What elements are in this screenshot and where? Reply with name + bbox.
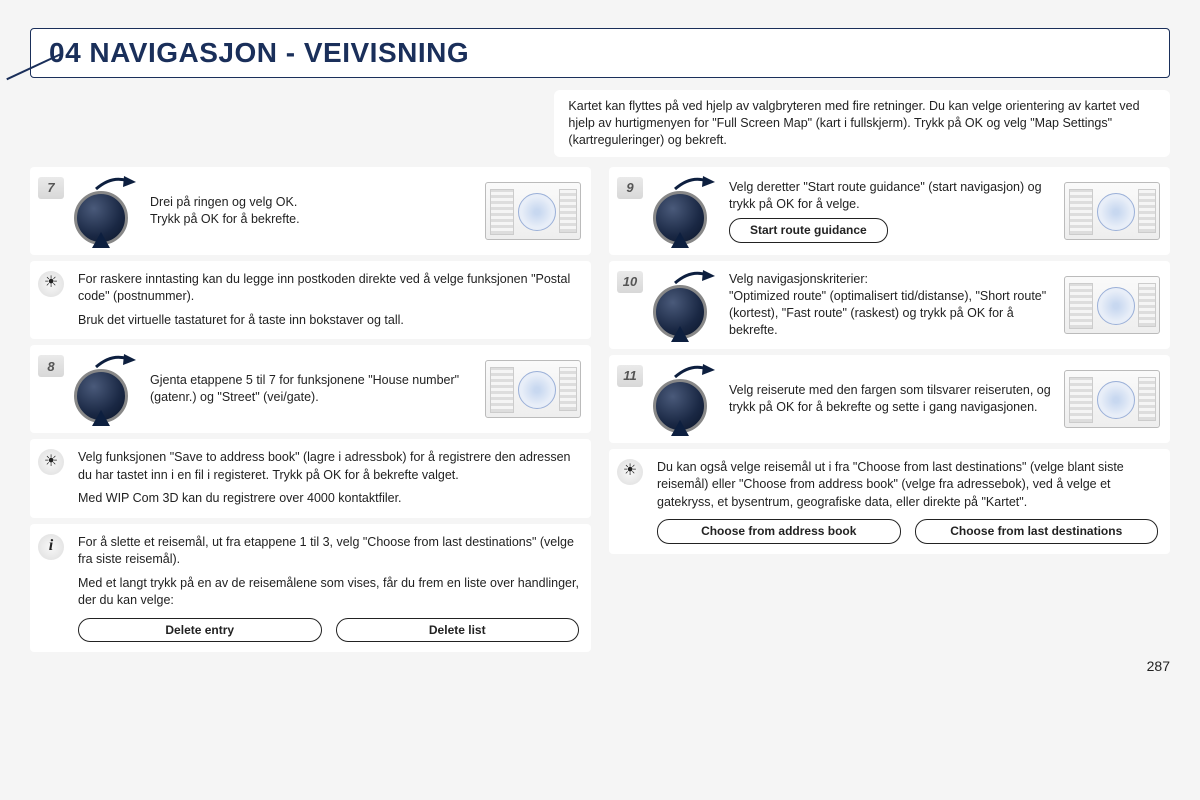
tip-body: Velg funksjonen "Save to address book" (…: [78, 449, 579, 508]
knob-illustration: [74, 355, 140, 423]
section-title: 04 NAVIGASJON - VEIVISNING: [49, 37, 1151, 69]
step-number: 11: [617, 365, 643, 387]
button-row: Delete entry Delete list: [78, 618, 579, 643]
dashboard-thumb: [485, 182, 581, 240]
delete-entry-button[interactable]: Delete entry: [78, 618, 322, 643]
step-text: Velg deretter "Start route guidance" (st…: [729, 179, 1054, 243]
info-body: For å slette et reisemål, ut fra etappen…: [78, 534, 579, 643]
knob-icon: [74, 191, 128, 245]
step-text: Gjenta etappene 5 til 7 for funksjonene …: [150, 372, 475, 406]
bulb-icon: ☀: [38, 449, 64, 475]
rotate-arrow-icon: [673, 269, 717, 287]
section-title-bar: 04 NAVIGASJON - VEIVISNING: [30, 28, 1170, 78]
step-number: 10: [617, 271, 643, 293]
step-number: 8: [38, 355, 64, 377]
step-number: 9: [617, 177, 643, 199]
bulb-icon: ☀: [38, 271, 64, 297]
dashboard-thumb: [485, 360, 581, 418]
step-text: Drei på ringen og velg OK. Trykk på OK f…: [150, 194, 475, 228]
step-7: 7 Drei på ringen og velg OK. Trykk på OK…: [30, 167, 591, 255]
knob-illustration: [653, 365, 719, 433]
tip-choose: ☀ Du kan også velge reisemål ut i fra "C…: [609, 449, 1170, 554]
knob-icon: [653, 191, 707, 245]
info-icon: i: [38, 534, 64, 560]
step-text: Velg reiserute med den fargen som tilsva…: [729, 382, 1054, 416]
info-line: Med et langt trykk på en av de reisemåle…: [78, 575, 579, 610]
choose-addressbook-button[interactable]: Choose from address book: [657, 519, 901, 544]
columns: 7 Drei på ringen og velg OK. Trykk på OK…: [30, 167, 1170, 653]
tip-line: Du kan også velge reisemål ut i fra "Cho…: [657, 459, 1158, 512]
bulb-icon: ☀: [617, 459, 643, 485]
tip-save: ☀ Velg funksjonen "Save to address book"…: [30, 439, 591, 518]
knob-icon: [653, 379, 707, 433]
delete-list-button[interactable]: Delete list: [336, 618, 580, 643]
knob-icon: [74, 369, 128, 423]
start-route-button[interactable]: Start route guidance: [729, 218, 888, 242]
page-number: 287: [30, 658, 1170, 674]
button-row: Choose from address book Choose from las…: [657, 519, 1158, 544]
knob-illustration: [653, 177, 719, 245]
rotate-arrow-icon: [673, 175, 717, 193]
tip-body: Du kan også velge reisemål ut i fra "Cho…: [657, 459, 1158, 544]
left-column: 7 Drei på ringen og velg OK. Trykk på OK…: [30, 167, 591, 653]
tip-body: For raskere inntasting kan du legge inn …: [78, 271, 579, 330]
tip-line: Bruk det virtuelle tastaturet for å tast…: [78, 312, 579, 330]
rotate-arrow-icon: [94, 175, 138, 193]
step-text-line: Velg deretter "Start route guidance" (st…: [729, 179, 1054, 213]
right-column: 9 Velg deretter "Start route guidance" (…: [609, 167, 1170, 653]
choose-last-dest-button[interactable]: Choose from last destinations: [915, 519, 1159, 544]
info-delete: i For å slette et reisemål, ut fra etapp…: [30, 524, 591, 653]
tip-line: Med WIP Com 3D kan du registrere over 40…: [78, 490, 579, 508]
tip-postal: ☀ For raskere inntasting kan du legge in…: [30, 261, 591, 340]
step-10: 10 Velg navigasjonskriterier: "Optimized…: [609, 261, 1170, 349]
tip-line: For raskere inntasting kan du legge inn …: [78, 271, 579, 306]
step-9: 9 Velg deretter "Start route guidance" (…: [609, 167, 1170, 255]
knob-illustration: [653, 271, 719, 339]
knob-illustration: [74, 177, 140, 245]
step-text: Velg navigasjonskriterier: "Optimized ro…: [729, 271, 1054, 339]
step-number: 7: [38, 177, 64, 199]
intro-text: Kartet kan flyttes på ved hjelp av valgb…: [568, 99, 1139, 147]
intro-callout: Kartet kan flyttes på ved hjelp av valgb…: [554, 90, 1170, 157]
rotate-arrow-icon: [673, 363, 717, 381]
knob-icon: [653, 285, 707, 339]
dashboard-thumb: [1064, 276, 1160, 334]
step-8: 8 Gjenta etappene 5 til 7 for funksjonen…: [30, 345, 591, 433]
info-line: For å slette et reisemål, ut fra etappen…: [78, 534, 579, 569]
dashboard-thumb: [1064, 370, 1160, 428]
dashboard-thumb: [1064, 182, 1160, 240]
step-11: 11 Velg reiserute med den fargen som til…: [609, 355, 1170, 443]
tip-line: Velg funksjonen "Save to address book" (…: [78, 449, 579, 484]
